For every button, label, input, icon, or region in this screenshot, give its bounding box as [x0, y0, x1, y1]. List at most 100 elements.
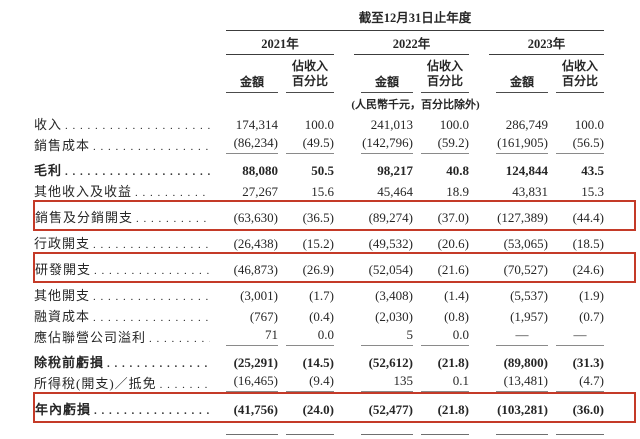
dot-leader — [107, 358, 210, 370]
cell-value: (53,065) — [503, 236, 548, 251]
cell-value: (21.8) — [437, 355, 469, 370]
cell-value: (14.5) — [302, 355, 334, 370]
cell-value: 27,267 — [242, 184, 278, 199]
cell-value: (59.2) — [421, 135, 469, 154]
cell-value: (56.5) — [556, 135, 605, 154]
cell-value: 5 — [361, 327, 413, 346]
cell-value: (2,030) — [375, 309, 413, 324]
cell-value: (3,408) — [375, 288, 413, 303]
year-label: 2023年 — [489, 31, 605, 55]
cell-value: (25,291) — [233, 355, 278, 370]
cell-value: 174,314 — [235, 117, 278, 132]
row-rd-expenses-highlighted: 研發開支 (46,873) (26.9) (52,054) (21.6) (70… — [33, 252, 637, 283]
row-selling-distribution-expenses-highlighted: 銷售及分銷開支 (63,630) (36.5) (89,274) (37.0) … — [33, 200, 637, 231]
cell-value: (1,957) — [510, 309, 548, 324]
column-header-row: 金額 佔收入 百分比 金額 佔收入 百分比 金額 佔收入 百分比 — [34, 55, 635, 93]
cell-value: 100.0 — [304, 117, 334, 132]
cell-value: 100.0 — [574, 117, 605, 132]
cell-value: (49.5) — [286, 135, 334, 154]
row-cost-of-sales: 銷售成本 (86,234) (49.5) (142,796) (59.2) (1… — [34, 133, 635, 154]
cell-value: (5,537) — [510, 288, 548, 303]
cell-value: (86,234) — [226, 135, 278, 154]
cell-value: 43,831 — [512, 184, 548, 199]
total-rule — [496, 434, 548, 435]
amount-column-header: 金額 — [226, 73, 278, 93]
cell-value: (49,532) — [368, 236, 413, 251]
row-label: 其他開支 — [34, 288, 91, 303]
period-header-row: 截至12月31日止年度 — [34, 6, 635, 31]
cell-value: 286,749 — [505, 117, 548, 132]
dot-leader — [93, 239, 210, 251]
row-label: 銷售成本 — [34, 138, 91, 153]
cell-value: (63,630) — [233, 210, 278, 225]
total-rule — [556, 434, 605, 435]
cell-value: (1.9) — [579, 288, 605, 303]
cell-value: (26.9) — [302, 262, 334, 277]
cell-value: 0.1 — [421, 373, 469, 392]
year-label: 2021年 — [226, 31, 334, 55]
row-loss-before-tax: 除稅前虧損 (25,291) (14.5) (52,612) (21.8) (8… — [34, 346, 635, 371]
cell-value: 135 — [361, 373, 413, 392]
closing-rule-row — [34, 422, 635, 439]
cell-value: 100.0 — [439, 117, 469, 132]
cell-value: (31.3) — [572, 355, 605, 370]
total-rule — [361, 434, 413, 435]
row-label: 融資成本 — [34, 309, 91, 324]
dot-leader — [93, 312, 210, 324]
row-label: 所得稅(開支)／抵免 — [34, 376, 157, 391]
financial-statement-page: 截至12月31日止年度 2021年 2022年 2023年 金額 佔收入 百分比 … — [0, 6, 640, 435]
spacer — [604, 6, 635, 31]
row-finance-costs: 融資成本 (767) (0.4) (2,030) (0.8) (1,957) (… — [34, 304, 635, 325]
row-label: 其他收入及收益 — [34, 184, 133, 199]
year-header-row: 2021年 2022年 2023年 — [34, 31, 635, 55]
unit-note: (人民幣千元，百分比除外) — [351, 99, 480, 111]
cell-value: (0.4) — [309, 309, 334, 324]
cell-value: — — [496, 327, 548, 346]
cell-value: 71 — [226, 327, 278, 346]
cell-value: (26,438) — [233, 236, 278, 251]
cell-value: (3,001) — [240, 288, 278, 303]
dot-leader — [93, 291, 210, 303]
cell-value: (20.6) — [437, 236, 469, 251]
year-group-2023: 2023年 — [469, 31, 605, 55]
row-label: 收入 — [34, 117, 63, 132]
cell-value: (103,281) — [497, 402, 548, 417]
cell-value: 124,844 — [505, 163, 548, 178]
cell-value: (9.4) — [286, 373, 334, 392]
cell-value: (0.8) — [444, 309, 469, 324]
cell-value: (52,477) — [368, 402, 413, 417]
pct-column-header: 佔收入 百分比 — [286, 59, 334, 93]
cell-value: 40.8 — [446, 163, 469, 178]
dot-leader — [65, 120, 210, 132]
dot-leader — [93, 141, 210, 153]
period-header: 截至12月31日止年度 — [226, 6, 605, 31]
cell-value: (142,796) — [361, 135, 413, 154]
row-administrative-expenses: 行政開支 (26,438) (15.2) (49,532) (20.6) (53… — [34, 230, 635, 253]
dot-leader — [135, 187, 210, 199]
row-label: 行政開支 — [34, 236, 91, 251]
row-label: 應佔聯營公司溢利 — [34, 330, 147, 345]
total-rule — [421, 434, 469, 435]
cell-value: (21.8) — [437, 402, 469, 417]
cell-value: (37.0) — [437, 210, 469, 225]
cell-value: 15.6 — [311, 184, 334, 199]
total-rule — [226, 434, 278, 435]
amount-column-header: 金額 — [496, 73, 548, 93]
pct-column-header: 佔收入 百分比 — [421, 59, 469, 93]
cell-value: (1.4) — [444, 288, 469, 303]
cell-value: (52,612) — [368, 355, 413, 370]
row-revenue: 收入 174,314 100.0 241,013 100.0 286,749 1… — [34, 112, 635, 133]
cell-value: 45,464 — [377, 184, 413, 199]
unit-note-row: (人民幣千元，百分比除外) — [34, 93, 635, 112]
cell-value: 50.5 — [311, 163, 334, 178]
dot-leader — [160, 379, 210, 391]
income-statement-table: 截至12月31日止年度 2021年 2022年 2023年 金額 佔收入 百分比 … — [33, 6, 637, 439]
cell-value: (46,873) — [233, 262, 278, 277]
cell-value: (41,756) — [233, 402, 278, 417]
dot-leader — [65, 166, 210, 178]
row-label: 銷售及分銷開支 — [35, 210, 134, 225]
amount-column-header: 金額 — [361, 73, 413, 93]
dot-leader — [94, 405, 210, 417]
year-group-2021: 2021年 — [226, 31, 334, 55]
corner-blank — [34, 6, 226, 31]
